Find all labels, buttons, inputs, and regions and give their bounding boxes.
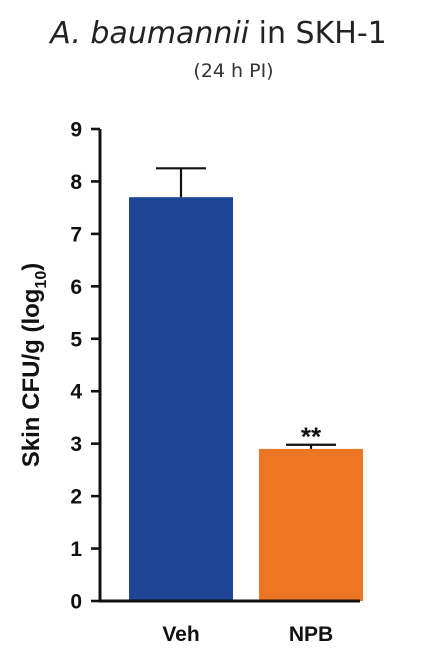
y-tick-label: 8 (70, 171, 82, 194)
y-tick-label: 7 (70, 223, 82, 246)
y-axis-label: Skin CFU/g (log10) (18, 263, 50, 467)
x-tick-label-npb: NPB (289, 623, 333, 646)
chart-subtitle: (24 h PI) (193, 60, 274, 82)
axes-layer (91, 127, 360, 603)
error-bar-npb (286, 443, 336, 449)
y-axis-label-main: Skin CFU/g (log (18, 289, 45, 468)
y-axis-label-close: ) (18, 263, 45, 271)
y-tick-label: 4 (70, 381, 82, 404)
y-axis-title: Skin CFU/g (log10) (18, 263, 50, 467)
chart-title-rest: in SKH-1 (249, 16, 387, 51)
bars-layer (129, 197, 363, 601)
y-tick-label: 1 (70, 538, 82, 561)
y-tick-label: 2 (70, 486, 82, 509)
chart-title-species: A. baumannii (50, 16, 250, 51)
y-tick-label: 6 (70, 276, 82, 299)
y-tick-label: 0 (70, 591, 82, 614)
x-tick-label-veh: Veh (162, 623, 199, 646)
chart-title: A. baumannii in SKH-1 (0, 14, 437, 54)
y-axis-label-subscript: 10 (33, 271, 50, 289)
y-tick-label: 3 (70, 433, 82, 456)
significance-marker: ** (301, 422, 322, 452)
labels-layer: Veh ** NPB 0 1 2 3 4 5 6 7 8 9 (70, 119, 333, 647)
y-tick-label: 9 (70, 119, 82, 142)
error-bar-veh (156, 167, 206, 198)
y-tick-label: 5 (70, 328, 82, 351)
bar-veh (129, 197, 233, 601)
bar-npb (259, 448, 363, 601)
error-bars-layer (156, 167, 336, 449)
